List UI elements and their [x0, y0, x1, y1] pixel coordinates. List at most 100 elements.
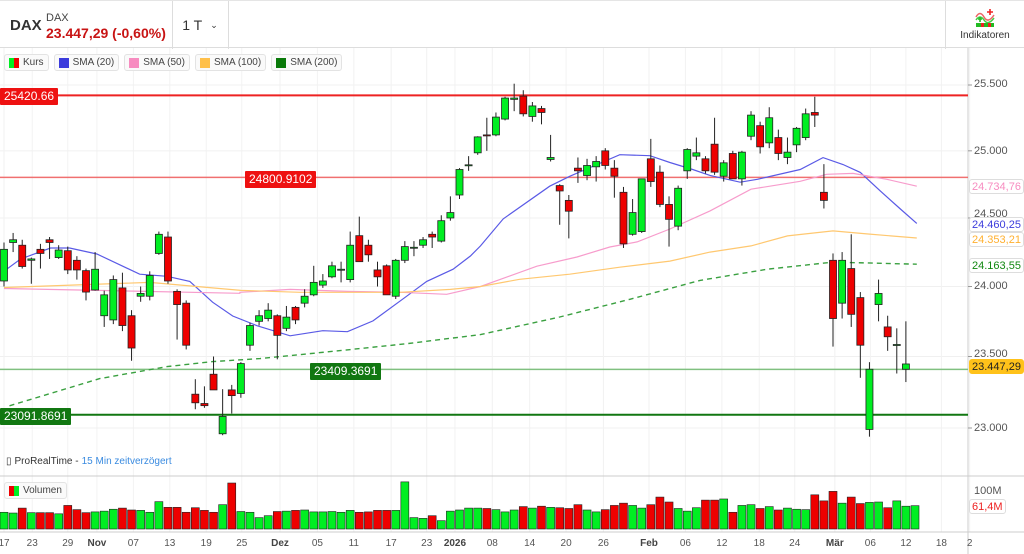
legend-sma-100[interactable]: SMA (100) [194, 54, 267, 71]
candle [601, 150, 610, 166]
indicators-button[interactable]: Indikatoren [946, 1, 1024, 49]
volume-bar [509, 509, 519, 530]
volume-bar [345, 510, 355, 530]
volume-bar [837, 502, 847, 530]
volume-bar [710, 499, 719, 530]
y-tick: 23.500 [974, 348, 1008, 360]
level-label-support[interactable]: 23409.3691 [310, 363, 382, 380]
volume-bar [883, 507, 892, 530]
candle [227, 389, 236, 397]
candle [91, 268, 99, 291]
volume-bar [27, 512, 36, 530]
volume-bar [227, 482, 237, 530]
volume-swatch [9, 485, 19, 496]
candle [774, 137, 783, 154]
candle [801, 113, 810, 138]
legend-kurs[interactable]: Kurs [4, 54, 49, 71]
y-tick: 25.000 [974, 145, 1008, 157]
volume-bar [764, 506, 774, 530]
candle [255, 315, 263, 322]
volume-bar [354, 511, 364, 530]
color-swatch [129, 57, 140, 68]
volume-bar [236, 511, 246, 530]
candle [373, 269, 382, 278]
candle [382, 265, 391, 296]
volume-bar [191, 507, 200, 530]
delay-notice[interactable]: 15 Min zeitverzögert [81, 456, 172, 467]
legend-sma-200[interactable]: SMA (200) [271, 54, 343, 71]
volume-bar [500, 511, 510, 530]
sma200-value-badge: 24.163,55 [969, 258, 1024, 273]
candle [446, 212, 455, 219]
candle [191, 393, 200, 404]
candle [901, 363, 910, 370]
candle [209, 373, 218, 391]
candle [36, 248, 45, 254]
candle [510, 97, 519, 100]
candle [492, 116, 500, 136]
volume-bar [719, 498, 728, 530]
x-tick-label: 26 [597, 538, 609, 549]
candle [856, 297, 865, 346]
volume-bar [263, 515, 273, 530]
volume-bar [455, 509, 464, 530]
timeframe-dropdown[interactable]: 1 T ⌄ [172, 1, 228, 49]
header: DAX DAX 23.447,29 (-0,60%) 1 T ⌄ Indikat… [0, 0, 1024, 49]
candle [355, 235, 364, 263]
sma50-value-badge: 24.734,76 [969, 179, 1024, 194]
x-tick-label: 06 [864, 538, 876, 549]
y-tick: 23.000 [974, 422, 1008, 434]
candle [765, 117, 774, 144]
level-label-support-low[interactable]: 23091.8691 [0, 408, 72, 425]
level-label-resistance-high[interactable]: 25420.66 [0, 88, 59, 105]
volume-bar [528, 507, 537, 530]
sma-line [3, 172, 917, 295]
x-tick-label: 12 [716, 538, 728, 549]
candle [820, 191, 828, 201]
instrument-name: DAX [46, 12, 69, 24]
x-tick-label: 14 [524, 538, 536, 549]
candle [45, 239, 54, 243]
source-name: ProRealTime - [14, 456, 79, 467]
candle [54, 249, 63, 258]
symbol-label[interactable]: DAX [10, 17, 42, 34]
candle [564, 199, 573, 212]
x-tick-label: 25 [236, 538, 248, 549]
volume-bar [846, 496, 856, 530]
legend-sma-50[interactable]: SMA (50) [124, 54, 190, 71]
y-tick: 24.000 [974, 280, 1008, 292]
sma100-value-badge: 24.353,21 [969, 232, 1024, 247]
volume-bar [619, 502, 628, 530]
sma-line [9, 261, 917, 407]
candle [300, 295, 309, 304]
indicators-icon [975, 9, 995, 27]
volume-bar [336, 511, 346, 530]
volume-bar [218, 504, 227, 530]
legend-sma-20[interactable]: SMA (20) [53, 54, 120, 71]
candle [200, 403, 209, 407]
candle [701, 158, 710, 172]
x-tick-label: 08 [486, 538, 498, 549]
candle [738, 151, 746, 180]
volume-bar [364, 511, 373, 530]
level-label-resistance[interactable]: 24800.9102 [245, 171, 317, 188]
candle [145, 275, 154, 297]
volume-bar [391, 510, 401, 530]
volume-bar [72, 509, 82, 530]
volume-bar [181, 511, 191, 530]
candle [683, 149, 692, 172]
candle [810, 112, 819, 116]
x-tick-label: 2 [966, 538, 973, 549]
volume-bar [163, 507, 173, 530]
candle [501, 97, 509, 120]
candle [555, 185, 564, 192]
candle [628, 212, 637, 235]
volume-bar [783, 507, 792, 530]
chart-legend: Kurs SMA (20) SMA (50) SMA (100) SMA (20… [4, 54, 343, 71]
volume-bar [573, 504, 583, 530]
legend-volume[interactable]: Volumen [4, 482, 67, 499]
volume-tick: 100M [974, 485, 1002, 497]
candle [118, 287, 127, 326]
volume-bar [810, 494, 820, 530]
